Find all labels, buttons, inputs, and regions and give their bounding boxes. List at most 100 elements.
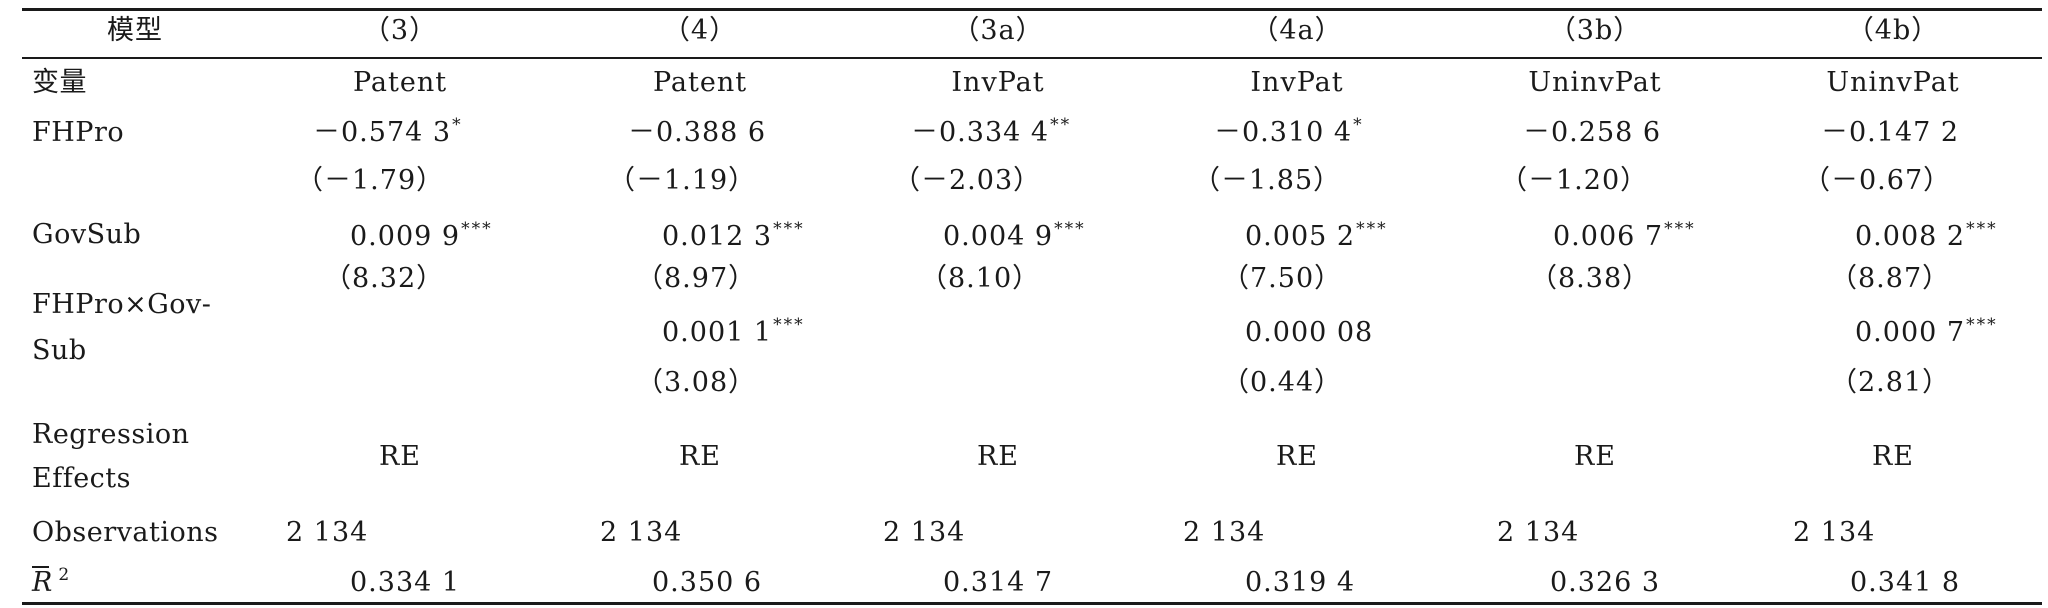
header-model: 模型 xyxy=(107,15,163,46)
coef-value: －0.147 2 xyxy=(1821,117,1960,148)
row-label-observations: Observations xyxy=(32,517,219,548)
r2-symbol: R xyxy=(32,567,53,598)
row-label-govsub: GovSub xyxy=(32,219,142,250)
tstat-fhpro-4a: （－1.85） xyxy=(1193,165,1342,196)
significance-stars: *** xyxy=(1966,315,1998,335)
tstat-govsub-3b: （8.38） xyxy=(1530,263,1651,294)
significance-stars: *** xyxy=(1966,219,1998,239)
significance-stars: *** xyxy=(461,219,493,239)
cell-observations-4: 2 134 xyxy=(600,517,683,548)
cell-observations-3b: 2 134 xyxy=(1497,517,1580,548)
cell-r2-3: 0.334 1 xyxy=(350,567,461,598)
row-label-interaction-line1: FHPro×Gov- xyxy=(32,289,212,320)
cell-interaction-4b: 0.000 7*** xyxy=(1855,315,1998,351)
tstat-fhpro-3: （－1.79） xyxy=(296,165,445,196)
cell-effects-4: RE xyxy=(678,441,722,472)
cell-observations-4b: 2 134 xyxy=(1793,517,1876,548)
cell-variable-4b: UninvPat xyxy=(1826,67,1960,98)
cell-effects-3a: RE xyxy=(976,441,1020,472)
tstat-interaction-4b: （2.81） xyxy=(1830,367,1951,398)
row-label-fhpro: FHPro xyxy=(32,117,125,148)
significance-stars: *** xyxy=(1356,219,1388,239)
significance-stars: *** xyxy=(773,219,805,239)
cell-variable-4a: InvPat xyxy=(1250,67,1344,98)
cell-govsub-3b: 0.006 7*** xyxy=(1553,219,1696,255)
coef-value: 0.000 08 xyxy=(1245,317,1374,348)
cell-effects-3: RE xyxy=(378,441,422,472)
row-label-effects-line1: Regression xyxy=(32,419,190,450)
table-header-rule xyxy=(22,57,2042,59)
header-col-3: （3） xyxy=(362,15,438,46)
significance-stars: * xyxy=(452,115,463,135)
cell-fhpro-4a: －0.310 4* xyxy=(1214,115,1364,151)
cell-variable-3b: UninvPat xyxy=(1528,67,1662,98)
tstat-govsub-4a: （7.50） xyxy=(1222,263,1343,294)
header-col-3b: （3b） xyxy=(1548,15,1642,46)
tstat-fhpro-4b: （－0.67） xyxy=(1803,165,1952,196)
cell-r2-4: 0.350 6 xyxy=(652,567,763,598)
r2-overbar xyxy=(32,566,49,568)
cell-govsub-3: 0.009 9*** xyxy=(350,219,493,255)
coef-value: 0.009 9 xyxy=(350,221,461,252)
coef-value: 0.000 7 xyxy=(1855,317,1966,348)
cell-effects-4b: RE xyxy=(1871,441,1915,472)
cell-govsub-3a: 0.004 9*** xyxy=(943,219,1086,255)
tstat-fhpro-3b: （－1.20） xyxy=(1500,165,1649,196)
table-bottom-rule xyxy=(22,602,2042,605)
coef-value: －0.574 3 xyxy=(313,117,452,148)
tstat-fhpro-3a: （－2.03） xyxy=(893,165,1042,196)
significance-stars: ** xyxy=(1050,115,1072,135)
cell-govsub-4b: 0.008 2*** xyxy=(1855,219,1998,255)
coef-value: －0.388 6 xyxy=(628,117,767,148)
tstat-interaction-4: （3.08） xyxy=(636,367,757,398)
cell-observations-3a: 2 134 xyxy=(883,517,966,548)
cell-effects-3b: RE xyxy=(1573,441,1617,472)
row-label-effects-line2: Effects xyxy=(32,463,132,494)
coef-value: －0.258 6 xyxy=(1523,117,1662,148)
coef-value: 0.005 2 xyxy=(1245,221,1356,252)
r2-superscript: 2 xyxy=(58,565,70,585)
header-col-4a: （4a） xyxy=(1251,15,1343,46)
coef-value: －0.310 4 xyxy=(1214,117,1353,148)
tstat-interaction-4a: （0.44） xyxy=(1222,367,1343,398)
coef-value: －0.334 4 xyxy=(911,117,1050,148)
header-col-4: （4） xyxy=(662,15,738,46)
header-col-4b: （4b） xyxy=(1846,15,1940,46)
cell-r2-4a: 0.319 4 xyxy=(1245,567,1356,598)
cell-fhpro-4b: －0.147 2 xyxy=(1821,118,1959,148)
significance-stars: * xyxy=(1353,115,1364,135)
cell-fhpro-3b: －0.258 6 xyxy=(1523,118,1661,148)
coef-value: 0.001 1 xyxy=(662,317,773,348)
tstat-govsub-4: （8.97） xyxy=(636,263,757,294)
cell-govsub-4a: 0.005 2*** xyxy=(1245,219,1388,255)
cell-variable-3: Patent xyxy=(352,67,448,98)
cell-observations-3: 2 134 xyxy=(286,517,369,548)
significance-stars: *** xyxy=(1054,219,1086,239)
cell-govsub-4: 0.012 3*** xyxy=(662,219,805,255)
cell-variable-4: Patent xyxy=(652,67,748,98)
cell-effects-4a: RE xyxy=(1275,441,1319,472)
table-top-rule xyxy=(22,8,2042,11)
cell-fhpro-3: －0.574 3* xyxy=(313,115,463,151)
coef-value: 0.006 7 xyxy=(1553,221,1664,252)
tstat-govsub-3: （8.32） xyxy=(324,263,445,294)
cell-r2-3b: 0.326 3 xyxy=(1550,567,1661,598)
cell-variable-3a: InvPat xyxy=(951,67,1045,98)
coef-value: 0.012 3 xyxy=(662,221,773,252)
tstat-govsub-4b: （8.87） xyxy=(1830,263,1951,294)
cell-r2-4b: 0.341 8 xyxy=(1850,567,1961,598)
row-label-variable: 变量 xyxy=(32,67,87,98)
tstat-govsub-3a: （8.10） xyxy=(920,263,1041,294)
significance-stars: *** xyxy=(773,315,805,335)
tstat-fhpro-4: （－1.19） xyxy=(608,165,757,196)
significance-stars: *** xyxy=(1664,219,1696,239)
cell-observations-4a: 2 134 xyxy=(1183,517,1266,548)
coef-value: 0.004 9 xyxy=(943,221,1054,252)
cell-interaction-4a: 0.000 08 xyxy=(1245,318,1373,348)
cell-interaction-4: 0.001 1*** xyxy=(662,315,805,351)
cell-r2-3a: 0.314 7 xyxy=(943,567,1054,598)
cell-fhpro-3a: －0.334 4** xyxy=(911,115,1072,151)
coef-value: 0.008 2 xyxy=(1855,221,1966,252)
